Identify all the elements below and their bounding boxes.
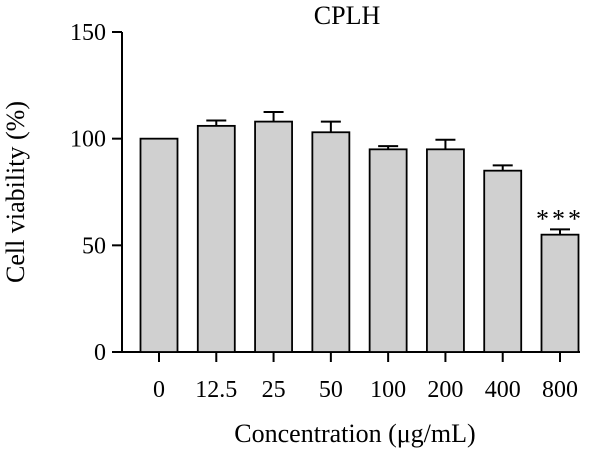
- y-axis-label: Cell viability (%): [1, 101, 30, 283]
- chart-title: CPLH: [314, 1, 381, 30]
- x-tick-label: 12.5: [195, 377, 237, 403]
- y-tick-label: 150: [70, 20, 106, 46]
- x-tick-label: 100: [370, 377, 406, 403]
- y-tick-label: 0: [94, 340, 106, 366]
- bar-12.5: [196, 124, 236, 353]
- x-tick-label: 800: [542, 377, 578, 403]
- bar-100: [368, 148, 408, 353]
- bar-25: [254, 120, 293, 353]
- x-tick-label: 50: [319, 377, 343, 403]
- x-axis: [122, 351, 580, 362]
- x-tick-label: 400: [485, 377, 521, 403]
- x-tick-label: 0: [153, 377, 165, 403]
- x-tick-label: 200: [427, 377, 463, 403]
- x-tick-label: 25: [262, 377, 286, 403]
- y-axis: [112, 31, 123, 353]
- bars: [139, 111, 580, 353]
- bar-50: [311, 131, 351, 353]
- bar-0: [139, 137, 179, 353]
- y-tick-label: 50: [82, 233, 106, 259]
- bar-200: [426, 148, 465, 353]
- x-axis-label: Concentration (μg/mL): [234, 419, 475, 448]
- y-tick-label: 100: [70, 127, 106, 153]
- bar-800: [540, 233, 580, 353]
- bar-400: [483, 169, 523, 353]
- tick-labels: 0 50 100 150 0 12.5 25 50 100 200 400 800 ***: [70, 20, 584, 403]
- significance-label: ***: [536, 204, 584, 233]
